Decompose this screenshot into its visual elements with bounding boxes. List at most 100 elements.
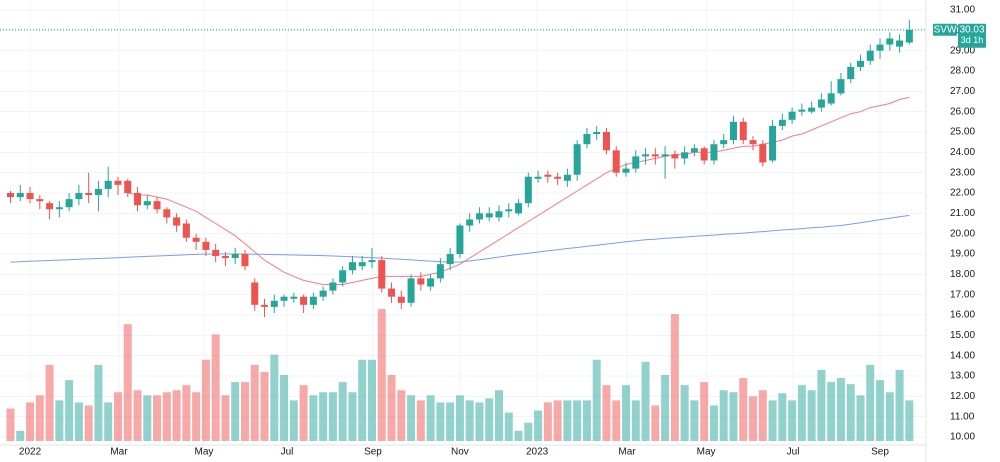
volume-bar <box>602 385 611 441</box>
x-tick-label: Nov <box>451 447 469 458</box>
candle-body <box>16 193 24 198</box>
volume-bar <box>338 382 347 441</box>
candle-body <box>544 174 552 177</box>
volume-bar <box>231 382 240 441</box>
volume-bar <box>113 392 122 441</box>
candle-body <box>163 209 171 218</box>
volume-bar <box>192 392 201 441</box>
candle-body <box>182 223 190 238</box>
volume-bar <box>299 385 308 441</box>
y-tick-label: 28.00 <box>950 66 975 77</box>
volume-bar <box>846 384 855 441</box>
candle-body <box>710 144 718 161</box>
volume-bar <box>55 400 64 441</box>
volume-bar <box>328 392 337 441</box>
volume-bar <box>289 400 298 441</box>
x-tick-label: Sep <box>871 447 889 458</box>
x-tick-label: May <box>697 447 716 458</box>
candle-body <box>231 254 239 259</box>
y-tick-label: 21.00 <box>950 208 975 219</box>
candle-body <box>358 262 366 267</box>
volume-bar <box>35 395 44 441</box>
candle-body <box>827 93 835 104</box>
candle-body <box>202 241 210 250</box>
volume-bar <box>768 400 777 441</box>
symbol-label: SVW <box>934 24 957 35</box>
candle-body <box>837 79 845 94</box>
candle-body <box>886 38 894 45</box>
candle-body <box>46 203 54 210</box>
x-tick-label: 2023 <box>526 447 549 458</box>
candle-body <box>573 144 581 175</box>
candle-body <box>456 225 464 254</box>
candle-body <box>368 260 376 263</box>
y-tick-label: 23.00 <box>950 167 975 178</box>
candle-body <box>593 132 601 135</box>
y-tick-label: 18.00 <box>950 269 975 280</box>
volume-bar <box>856 395 865 441</box>
y-tick-label: 31.00 <box>950 5 975 16</box>
volume-bar <box>495 390 503 441</box>
candle-body <box>778 119 786 126</box>
volume-bar <box>201 359 210 441</box>
volume-bar <box>895 369 904 441</box>
candle-body <box>739 121 747 141</box>
volume-bar <box>797 385 806 441</box>
candle-body <box>339 270 347 283</box>
volume-bar <box>26 402 35 441</box>
volume-bar <box>543 402 552 441</box>
volume-bar <box>172 390 181 441</box>
last-price-label: 30.03 <box>959 24 984 35</box>
candle-body <box>251 282 259 305</box>
candle-body <box>729 121 737 141</box>
volume-bar <box>827 382 836 441</box>
candle-body <box>124 180 132 193</box>
volume-bar <box>729 392 738 441</box>
volume-bar <box>534 410 543 441</box>
candle-body <box>749 140 757 145</box>
y-tick-label: 24.00 <box>950 147 975 158</box>
volume-bar <box>348 392 357 441</box>
candle-body <box>759 144 767 163</box>
volume-bar <box>319 392 328 441</box>
volume-bar <box>74 402 83 441</box>
candle-body <box>720 140 728 145</box>
volume-bar <box>719 390 728 441</box>
volume-bar <box>250 364 259 441</box>
volume-bar <box>876 380 885 441</box>
volume-bar <box>133 390 142 441</box>
volume-bar <box>592 359 601 441</box>
candle-body <box>905 29 913 43</box>
volume-bar <box>485 398 494 441</box>
candle-body <box>192 237 200 242</box>
volume-bar <box>563 400 572 441</box>
y-tick-label: 14.00 <box>950 350 975 361</box>
volume-bar <box>377 309 386 441</box>
volume-bar <box>455 395 464 441</box>
volume-bar <box>778 393 787 441</box>
y-tick-label: 10.00 <box>950 432 975 443</box>
y-tick-label: 13.00 <box>950 371 975 382</box>
candle-body <box>788 111 796 120</box>
x-tick-label: Jul <box>281 447 294 458</box>
volume-bar <box>631 400 640 441</box>
candle-body <box>651 154 659 157</box>
candle-body <box>241 254 249 267</box>
candle-body <box>671 154 679 159</box>
volume-bar <box>465 400 474 441</box>
volume-bar <box>788 400 797 441</box>
candle-body <box>769 125 777 161</box>
volume-bar <box>104 402 113 441</box>
candle-body <box>55 207 63 210</box>
volume-bar <box>407 395 416 441</box>
y-tick-label: 19.00 <box>950 249 975 260</box>
symbol-tag <box>933 23 957 36</box>
volume-bar <box>641 361 650 441</box>
candle-body <box>466 219 474 226</box>
candle-body <box>280 296 288 301</box>
candle-body <box>94 188 102 196</box>
candle-body <box>612 150 620 173</box>
candle-body <box>153 201 161 210</box>
volume-bar <box>700 382 709 441</box>
